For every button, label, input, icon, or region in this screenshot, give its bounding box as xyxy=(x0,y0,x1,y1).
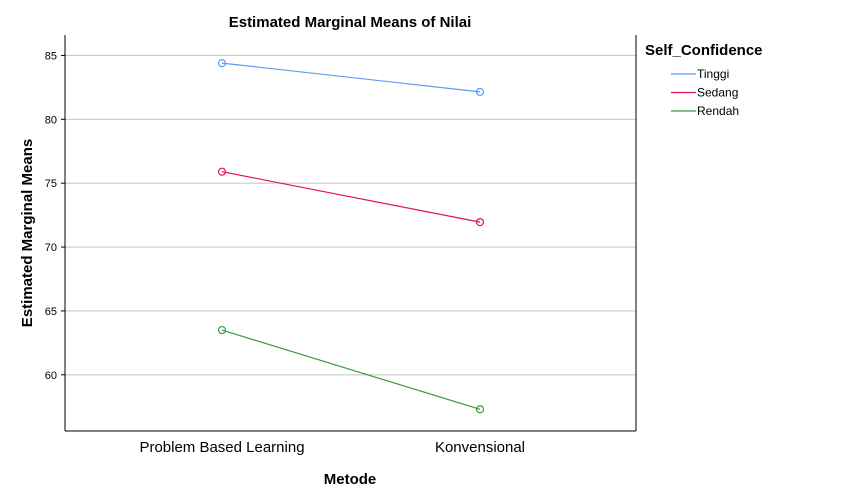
legend-label: Sedang xyxy=(697,86,738,100)
data-point xyxy=(217,167,227,176)
x-tick-label: Problem Based Learning xyxy=(139,439,304,456)
legend-label: Tinggi xyxy=(697,67,729,81)
series-line xyxy=(221,171,481,223)
y-tick-label: 65 xyxy=(45,306,57,318)
x-axis-label: Metode xyxy=(324,471,377,488)
series-line xyxy=(221,62,481,93)
series-rendah xyxy=(217,325,485,414)
chart-title: Estimated Marginal Means of Nilai xyxy=(229,14,472,31)
data-point xyxy=(475,218,485,227)
series-sedang xyxy=(217,167,485,227)
data-point xyxy=(475,405,485,414)
data-point xyxy=(217,59,227,68)
y-axis-label: Estimated Marginal Means xyxy=(19,139,36,327)
y-tick-label: 60 xyxy=(45,370,57,382)
y-tick-label: 80 xyxy=(45,114,57,126)
series-tinggi xyxy=(217,59,485,96)
legend-label: Rendah xyxy=(697,104,739,118)
y-tick-label: 85 xyxy=(45,50,57,62)
series-line xyxy=(221,329,481,410)
x-tick-label: Konvensional xyxy=(435,439,525,456)
legend-title: Self_Confidence xyxy=(645,42,763,59)
data-point xyxy=(217,325,227,335)
y-tick-label: 75 xyxy=(45,178,57,190)
y-tick-label: 70 xyxy=(45,242,57,254)
data-point xyxy=(475,87,485,96)
